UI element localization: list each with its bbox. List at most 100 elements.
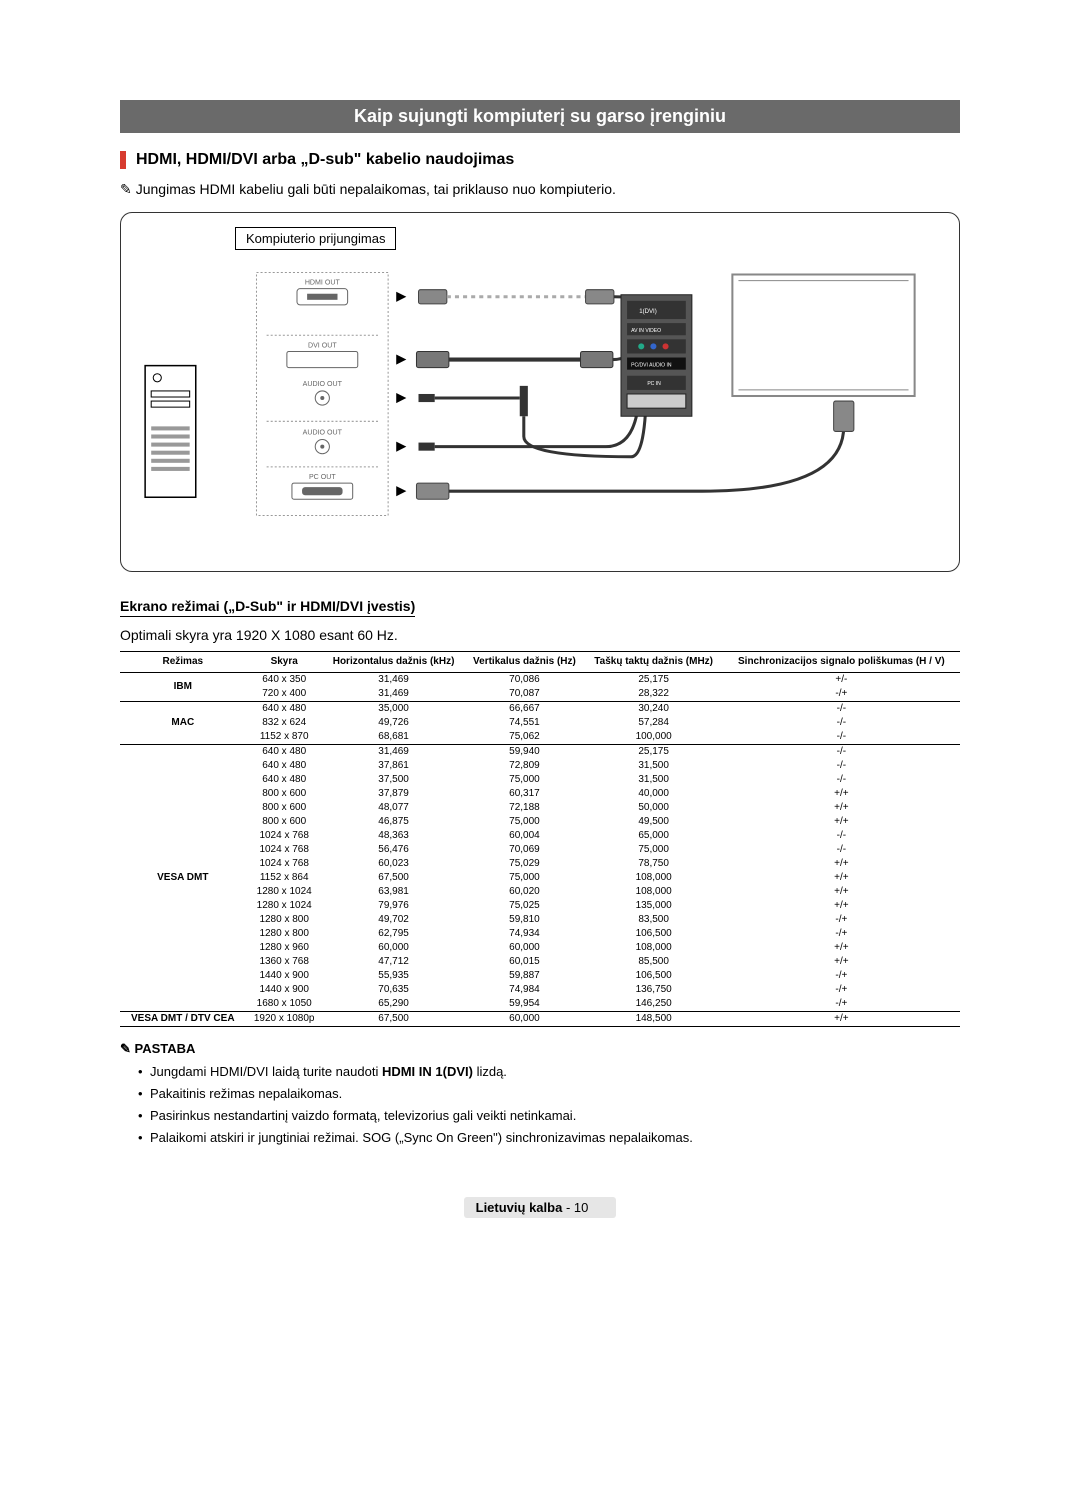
table-cell: +/+	[723, 899, 960, 913]
table-cell: 37,861	[323, 759, 465, 773]
table-cell: 59,810	[464, 913, 584, 927]
table-cell: -/-	[723, 730, 960, 745]
table-row: 1280 x 80049,70259,81083,500-/+	[120, 913, 960, 927]
th-vfreq: Vertikalus dažnis (Hz)	[464, 652, 584, 673]
table-row: 640 x 48037,50075,00031,500-/-	[120, 773, 960, 787]
connection-diagram: Kompiuterio prijungimas HDMI OUT DVI OUT…	[120, 212, 960, 572]
table-cell: 63,981	[323, 885, 465, 899]
table-cell: 60,317	[464, 787, 584, 801]
table-cell: 640 x 480	[246, 773, 323, 787]
table-cell: 57,284	[585, 716, 723, 730]
modes-section-title: Ekrano režimai („D-Sub" ir HDMI/DVI įves…	[120, 598, 415, 617]
svg-text:AV IN VIDEO: AV IN VIDEO	[631, 328, 661, 334]
table-cell: 49,726	[323, 716, 465, 730]
th-resolution: Skyra	[246, 652, 323, 673]
table-cell: 75,000	[464, 871, 584, 885]
table-cell: 25,175	[585, 672, 723, 687]
table-cell: +/+	[723, 871, 960, 885]
table-cell: -/-	[723, 759, 960, 773]
table-cell: 75,029	[464, 857, 584, 871]
table-cell: 30,240	[585, 701, 723, 716]
table-row: 1280 x 80062,79574,934106,500-/+	[120, 927, 960, 941]
table-cell: 31,500	[585, 759, 723, 773]
table-row: 1440 x 90055,93559,887106,500-/+	[120, 969, 960, 983]
table-cell: -/-	[723, 701, 960, 716]
table-cell: 60,000	[464, 1011, 584, 1026]
table-cell: 62,795	[323, 927, 465, 941]
table-cell: 31,469	[323, 744, 465, 759]
table-cell: 108,000	[585, 871, 723, 885]
table-row: 1280 x 102479,97675,025135,000+/+	[120, 899, 960, 913]
table-cell: 48,363	[323, 829, 465, 843]
table-cell: -/+	[723, 687, 960, 702]
table-cell: 1440 x 900	[246, 983, 323, 997]
table-cell: -/-	[723, 829, 960, 843]
table-cell: 70,086	[464, 672, 584, 687]
table-cell: 1920 x 1080p	[246, 1011, 323, 1026]
table-cell: 37,500	[323, 773, 465, 787]
table-cell: 25,175	[585, 744, 723, 759]
svg-text:1(DVI): 1(DVI)	[639, 309, 657, 315]
pastaba-item: Jungdami HDMI/DVI laidą turite naudoti H…	[138, 1063, 960, 1081]
table-cell: 67,500	[323, 871, 465, 885]
svg-text:AUDIO OUT: AUDIO OUT	[303, 428, 343, 436]
pastaba-item: Pasirinkus nestandartinį vaizdo formatą,…	[138, 1107, 960, 1125]
table-cell: 108,000	[585, 941, 723, 955]
table-row: 1024 x 76860,02375,02978,750+/+	[120, 857, 960, 871]
table-cell: 74,934	[464, 927, 584, 941]
table-cell: 75,062	[464, 730, 584, 745]
pastaba-list: Jungdami HDMI/DVI laidą turite naudoti H…	[120, 1063, 960, 1148]
table-cell: -/+	[723, 997, 960, 1012]
accent-bar	[120, 151, 126, 169]
table-cell: 146,250	[585, 997, 723, 1012]
table-cell: 1024 x 768	[246, 829, 323, 843]
table-cell: -/+	[723, 983, 960, 997]
table-cell: 59,940	[464, 744, 584, 759]
svg-text:PC/DVI AUDIO IN: PC/DVI AUDIO IN	[631, 363, 672, 369]
table-cell: 108,000	[585, 885, 723, 899]
table-cell: 800 x 600	[246, 787, 323, 801]
table-cell: 66,667	[464, 701, 584, 716]
table-cell: 35,000	[323, 701, 465, 716]
th-polarity: Sinchronizacijos signalo poliškumas (H /…	[723, 652, 960, 673]
table-cell: 37,879	[323, 787, 465, 801]
pastaba-item: Palaikomi atskiri ir jungtiniai režimai.…	[138, 1129, 960, 1147]
mode-cell: IBM	[120, 672, 246, 701]
table-cell: 46,875	[323, 815, 465, 829]
page-banner: Kaip sujungti kompiuterį su garso įrengi…	[120, 100, 960, 133]
th-hfreq: Horizontalus dažnis (kHz)	[323, 652, 465, 673]
table-cell: 1024 x 768	[246, 843, 323, 857]
table-row: 800 x 60046,87575,00049,500+/+	[120, 815, 960, 829]
table-cell: +/+	[723, 955, 960, 969]
table-cell: 1360 x 768	[246, 955, 323, 969]
table-cell: 31,469	[323, 672, 465, 687]
table-cell: 832 x 624	[246, 716, 323, 730]
pastaba-item: Pakaitinis režimas nepalaikomas.	[138, 1085, 960, 1103]
table-cell: 1280 x 800	[246, 927, 323, 941]
table-cell: +/+	[723, 1011, 960, 1026]
table-row: 1280 x 96060,00060,000108,000+/+	[120, 941, 960, 955]
th-mode: Režimas	[120, 652, 246, 673]
mode-cell: MAC	[120, 701, 246, 744]
table-cell: +/+	[723, 885, 960, 899]
table-cell: -/-	[723, 843, 960, 857]
table-cell: 78,750	[585, 857, 723, 871]
table-cell: 1152 x 864	[246, 871, 323, 885]
table-cell: 1280 x 1024	[246, 899, 323, 913]
table-cell: 60,023	[323, 857, 465, 871]
table-cell: 106,500	[585, 927, 723, 941]
table-cell: +/+	[723, 857, 960, 871]
svg-text:DVI OUT: DVI OUT	[308, 341, 337, 349]
table-row: 1152 x 86467,50075,000108,000+/+	[120, 871, 960, 885]
table-cell: -/-	[723, 744, 960, 759]
table-cell: 74,984	[464, 983, 584, 997]
table-row: 1360 x 76847,71260,01585,500+/+	[120, 955, 960, 969]
table-cell: 31,500	[585, 773, 723, 787]
pastaba-title: PASTABA	[120, 1041, 960, 1057]
table-cell: 135,000	[585, 899, 723, 913]
display-modes-table: Režimas Skyra Horizontalus dažnis (kHz) …	[120, 651, 960, 1027]
table-cell: 75,025	[464, 899, 584, 913]
table-cell: 800 x 600	[246, 815, 323, 829]
mode-cell: VESA DMT / DTV CEA	[120, 1011, 246, 1026]
table-cell: 31,469	[323, 687, 465, 702]
